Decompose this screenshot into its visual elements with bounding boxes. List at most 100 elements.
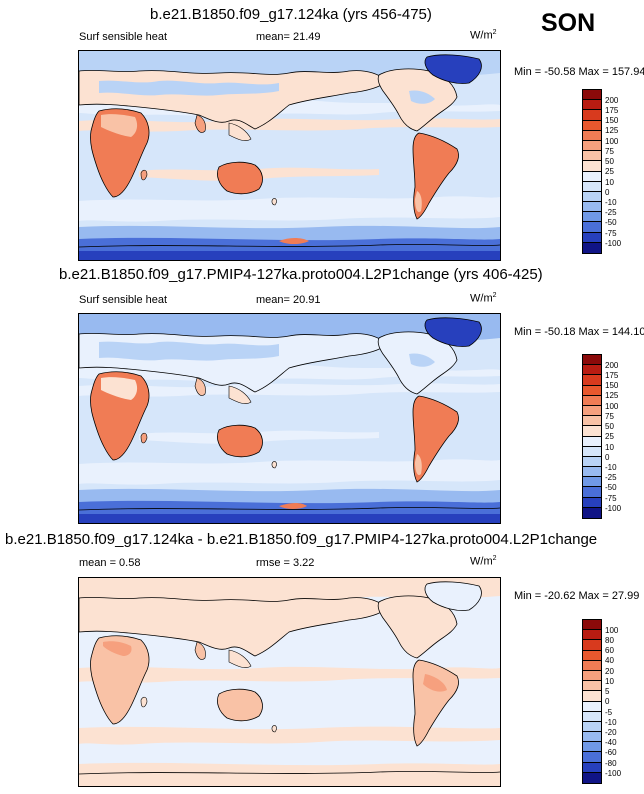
colorbar-swatch <box>583 242 601 253</box>
colorbar-swatch <box>583 650 601 661</box>
colorbar-swatch <box>583 181 601 192</box>
panel-2-title: b.e21.B1850.f09_g17.PMIP4-127ka.proto004… <box>59 266 543 283</box>
panel-1-map <box>78 50 501 261</box>
colorbar-swatch <box>583 140 601 152</box>
panel-2-map <box>78 313 501 524</box>
colorbar-swatch <box>583 405 601 417</box>
panel-2-cbar-tick: 100 <box>605 402 619 411</box>
colorbar-swatch <box>583 691 601 702</box>
colorbar-swatch <box>583 721 601 733</box>
panel-2-cbar-tick: -50 <box>605 483 617 492</box>
colorbar-swatch <box>583 752 601 763</box>
colorbar-swatch <box>583 120 601 131</box>
colorbar-swatch <box>583 762 601 773</box>
panel-3-cbar-tick: 80 <box>605 636 614 645</box>
panel-1-cbar-tick: 100 <box>605 137 619 146</box>
panel-2-minmax: Min = -50.18 Max = 144.10 <box>514 326 644 338</box>
colorbar-swatch <box>583 507 601 518</box>
colorbar-swatch <box>583 456 601 468</box>
panel-2-map-svg <box>79 314 500 523</box>
panel-2-cbar-tick: 10 <box>605 443 614 452</box>
panel-3-map-svg <box>79 578 500 786</box>
colorbar-swatch <box>583 130 601 141</box>
panel-1-cbar-tick: 25 <box>605 167 614 176</box>
panel-1-title: b.e21.B1850.f09_g17.124ka (yrs 456-475) <box>150 6 432 23</box>
panel-3-map <box>78 577 501 787</box>
colorbar-swatch <box>583 395 601 406</box>
season-label: SON <box>541 9 596 37</box>
colorbar-swatch <box>583 711 601 722</box>
panel-1-cbar-tick: 75 <box>605 147 614 156</box>
colorbar-swatch <box>583 232 601 243</box>
panel-3-rmse-label: rmse = 3.22 <box>256 557 315 569</box>
panel-2-units: W/m2 <box>470 292 497 305</box>
panel-1-cbar-tick: -50 <box>605 218 617 227</box>
colorbar-swatch <box>583 467 601 478</box>
colorbar-swatch <box>583 742 601 753</box>
panel-3-cbar-tick: -60 <box>605 748 617 757</box>
panel-1-cbar-tick: 50 <box>605 157 614 166</box>
colorbar-swatch <box>583 497 601 508</box>
colorbar-swatch <box>583 436 601 447</box>
panel-1-cbar-tick: -75 <box>605 229 617 238</box>
panel-1-colorbar <box>582 89 602 254</box>
panel-3-minmax: Min = -20.62 Max = 27.99 <box>514 590 640 602</box>
panel-1-cbar-tick: 200 <box>605 96 619 105</box>
panel-3-cbar-tick: 0 <box>605 697 610 706</box>
panel-3-cbar-tick: 40 <box>605 656 614 665</box>
panel-1-map-svg <box>79 51 500 260</box>
colorbar-swatch <box>583 212 601 223</box>
panel-2-cbar-tick: 175 <box>605 371 619 380</box>
panel-3-cbar-tick: 100 <box>605 626 619 635</box>
colorbar-swatch <box>583 446 601 457</box>
colorbar-swatch <box>583 732 601 743</box>
panel-2-cbar-tick: 25 <box>605 432 614 441</box>
panel-3-cbar-tick: -40 <box>605 738 617 747</box>
panel-1-cbar-tick: 125 <box>605 126 619 135</box>
colorbar-swatch <box>583 416 601 427</box>
panel-3-cbar-tick: 60 <box>605 646 614 655</box>
colorbar-swatch <box>583 375 601 386</box>
panel-2-cbar-tick: 125 <box>605 391 619 400</box>
panel-2-cbar-tick: 75 <box>605 412 614 421</box>
colorbar-swatch <box>583 151 601 162</box>
colorbar-swatch <box>583 385 601 396</box>
panel-3-colorbar <box>582 619 602 784</box>
colorbar-swatch <box>583 620 601 631</box>
colorbar-swatch <box>583 772 601 783</box>
panel-3-units: W/m2 <box>470 555 497 568</box>
panel-1-cbar-tick: 175 <box>605 106 619 115</box>
panel-3-mean-label: mean = 0.58 <box>79 557 141 569</box>
colorbar-swatch <box>583 365 601 376</box>
panel-3-title: b.e21.B1850.f09_g17.124ka - b.e21.B1850.… <box>5 531 598 548</box>
panel-1-cbar-tick: 10 <box>605 178 614 187</box>
colorbar-swatch <box>583 202 601 213</box>
panel-3-cbar-tick: 20 <box>605 667 614 676</box>
panel-3-cbar-tick: -20 <box>605 728 617 737</box>
panel-1-cbar-tick: 150 <box>605 116 619 125</box>
panel-1-cbar-tick: 0 <box>605 188 610 197</box>
panel-1-units: W/m2 <box>470 29 497 42</box>
panel-3-cbar-tick: -5 <box>605 708 613 717</box>
panel-1-minmax: Min = -50.58 Max = 157.94 <box>514 66 644 78</box>
panel-2-cbar-tick: -75 <box>605 494 617 503</box>
colorbar-swatch <box>583 670 601 682</box>
panel-2-colorbar <box>582 354 602 519</box>
colorbar-swatch <box>583 355 601 366</box>
colorbar-swatch <box>583 477 601 488</box>
colorbar-swatch <box>583 701 601 712</box>
panel-2-cbar-tick: -100 <box>605 504 622 513</box>
colorbar-swatch <box>583 90 601 101</box>
panel-1-cbar-tick: -10 <box>605 198 617 207</box>
panel-2-variable-label: Surf sensible heat <box>79 294 168 306</box>
panel-3-cbar-tick: 10 <box>605 677 614 686</box>
colorbar-swatch <box>583 191 601 203</box>
panel-3-cbar-tick: -10 <box>605 718 617 727</box>
colorbar-swatch <box>583 640 601 651</box>
panel-2-cbar-tick: 150 <box>605 381 619 390</box>
colorbar-swatch <box>583 426 601 437</box>
panel-1-variable-label: Surf sensible heat <box>79 31 168 43</box>
colorbar-swatch <box>583 487 601 498</box>
colorbar-swatch <box>583 660 601 671</box>
panel-2-cbar-tick: 50 <box>605 422 614 431</box>
